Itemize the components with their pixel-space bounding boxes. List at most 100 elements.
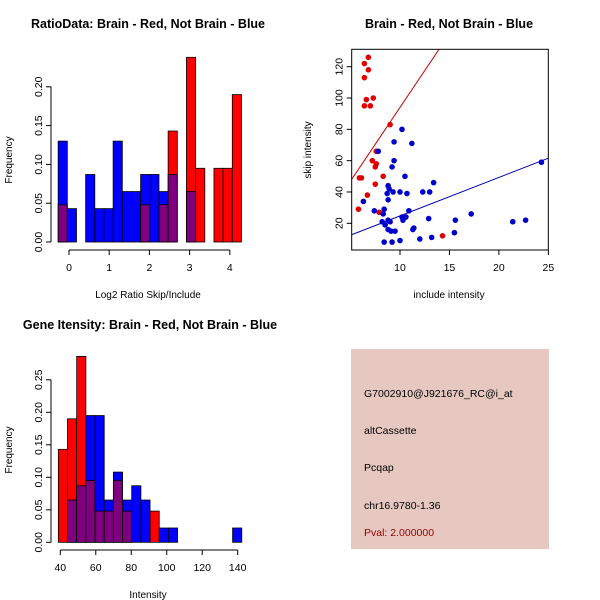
- ratio-hist-title: RatioData: Brain - Red, Not Brain - Blue: [31, 17, 265, 31]
- point-brain: [358, 175, 365, 181]
- scatter-title: Brain - Red, Not Brain - Blue: [365, 17, 533, 31]
- y-tick-label: 0.00: [33, 232, 45, 253]
- bar-not-brain: [232, 527, 243, 543]
- y-tick-label: 0.20: [33, 76, 45, 97]
- point-not-brain: [409, 140, 415, 147]
- fit-line-brain: [351, 49, 440, 180]
- point-not-brain: [406, 207, 412, 214]
- point-brain: [365, 54, 372, 61]
- point-not-brain: [390, 189, 396, 195]
- bar-overlap: [85, 480, 96, 543]
- point-not-brain: [425, 215, 432, 222]
- point-brain: [380, 173, 386, 180]
- bar-not-brain: [85, 174, 96, 243]
- y-tick-label: 40: [334, 186, 346, 198]
- y-tick-label: 0.15: [33, 115, 45, 136]
- point-not-brain: [371, 207, 378, 214]
- point-brain: [372, 164, 379, 170]
- point-brain: [370, 95, 377, 101]
- scatter-ylabel: skip intensity: [303, 121, 314, 178]
- y-tick-label: 0.10: [33, 154, 45, 175]
- y-tick-label: 0.05: [33, 193, 45, 214]
- bar-overlap: [186, 191, 197, 243]
- point-brain: [355, 206, 362, 213]
- bar-not-brain: [121, 191, 132, 243]
- point-brain: [361, 60, 368, 67]
- x-tick-label: 140: [229, 562, 247, 574]
- y-tick-label: 20: [334, 217, 346, 229]
- scatter-plot: 10 15 20 25 20 40 60 80 100 120: [334, 48, 554, 274]
- y-tick-label: 60: [334, 155, 346, 167]
- bar-overlap: [158, 204, 169, 243]
- bar-not-brain: [158, 527, 169, 543]
- x-tick-label: 100: [158, 562, 176, 574]
- point-not-brain: [468, 211, 475, 217]
- point-not-brain: [389, 239, 395, 245]
- intensity-hist-ylabel: Frequency: [4, 426, 15, 473]
- point-not-brain: [397, 237, 403, 244]
- x-tick-label: 3: [187, 262, 193, 274]
- plot-box: [351, 48, 549, 251]
- y-tick-label: 80: [334, 123, 346, 135]
- x-tick-label: 15: [444, 262, 456, 274]
- bar-not-brain: [112, 140, 123, 243]
- point-not-brain: [386, 186, 392, 192]
- point-not-brain: [404, 190, 410, 197]
- point-not-brain: [381, 239, 387, 245]
- point-not-brain: [411, 225, 417, 231]
- gene-name: Pcqap: [364, 462, 394, 474]
- bar-not-brain: [149, 174, 160, 243]
- bar-overlap: [140, 204, 151, 243]
- point-not-brain: [382, 222, 388, 228]
- point-not-brain: [360, 198, 367, 205]
- intensity-histogram: 0.00 0.05 0.10 0.15 0.20 0.25 40 60 80 100 120 140: [33, 355, 247, 574]
- bar-not-brain: [140, 499, 151, 543]
- point-not-brain: [538, 159, 545, 166]
- bar-brain: [222, 167, 233, 243]
- pval: Pval: 2.000000: [364, 527, 434, 539]
- y-tick-label: 0.25: [33, 369, 45, 390]
- point-not-brain: [391, 157, 397, 164]
- y-tick-label: 0.05: [33, 499, 45, 520]
- bar-brain: [231, 94, 242, 243]
- y-tick-label: 120: [334, 58, 346, 76]
- bar-overlap: [122, 510, 133, 543]
- x-tick-label: 20: [493, 262, 505, 274]
- point-brain: [365, 67, 372, 73]
- point-not-brain: [381, 206, 387, 213]
- point-brain: [364, 192, 371, 198]
- probe-id: G7002910@J921676_RC@i_at: [364, 388, 513, 400]
- bar-not-brain: [94, 208, 105, 243]
- point-brain: [372, 181, 379, 187]
- point-brain: [367, 103, 374, 109]
- location: chr16.9780-1.36: [364, 500, 441, 512]
- bar-overlap: [57, 204, 68, 243]
- point-brain: [361, 103, 368, 109]
- point-not-brain: [452, 217, 459, 223]
- intensity-hist-xlabel: Intensity: [129, 590, 166, 600]
- bar-overlap: [67, 499, 78, 543]
- point-not-brain: [380, 211, 386, 217]
- bar-not-brain: [66, 208, 77, 243]
- point-brain: [369, 157, 376, 164]
- bar-brain: [213, 167, 224, 243]
- point-not-brain: [399, 126, 405, 133]
- point-not-brain: [400, 217, 406, 223]
- ratio-hist-ylabel: Frequency: [4, 136, 15, 183]
- bar-not-brain: [131, 191, 142, 243]
- point-not-brain: [385, 197, 391, 203]
- bar-overlap: [112, 480, 123, 543]
- point-not-brain: [389, 164, 395, 170]
- point-not-brain: [430, 179, 437, 186]
- point-brain: [387, 121, 393, 128]
- bar-overlap: [103, 510, 114, 543]
- info-panel: G7002910@J921676_RC@i_at altCassette Pcq…: [351, 349, 549, 549]
- point-not-brain: [375, 148, 382, 155]
- point-not-brain: [451, 229, 458, 236]
- x-tick-label: 1: [106, 262, 112, 274]
- point-brain: [361, 74, 368, 81]
- point-not-brain: [419, 189, 426, 195]
- bar-brain: [149, 510, 160, 543]
- point-not-brain: [416, 236, 423, 242]
- bar-not-brain: [103, 208, 114, 243]
